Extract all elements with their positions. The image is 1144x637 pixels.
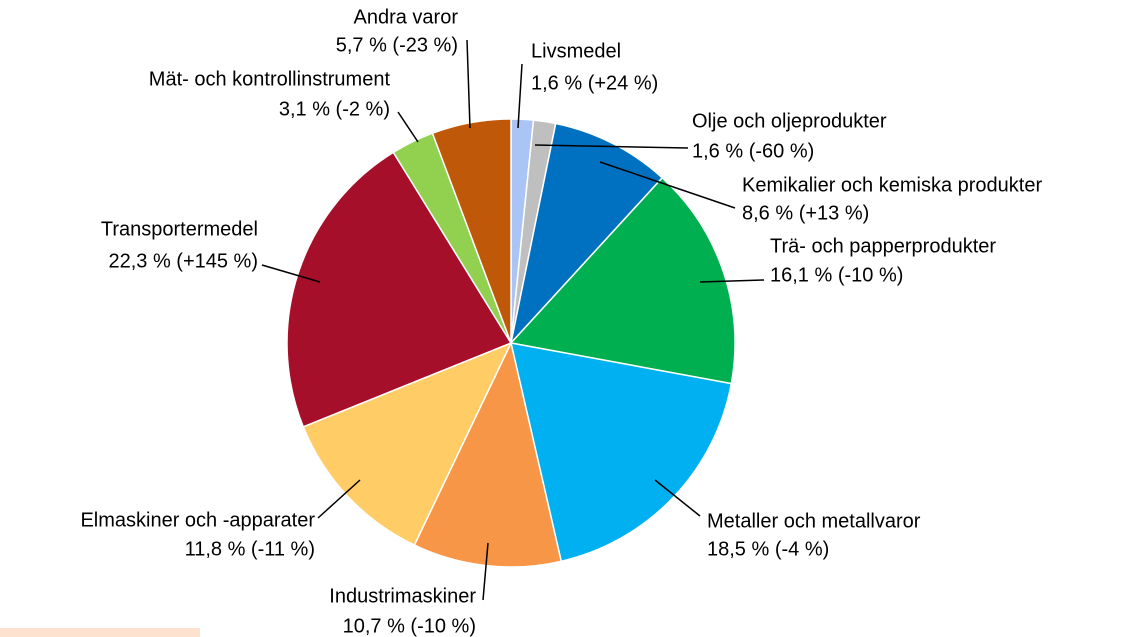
value-label: 1,6 % (-60 %) — [692, 140, 814, 162]
value-label: 22,3 % (+145 %) — [108, 250, 258, 272]
value-label: 18,5 % (-4 %) — [707, 538, 829, 560]
value-label: 10,7 % (-10 %) — [343, 615, 476, 637]
leader-line — [317, 479, 361, 519]
leader-line — [599, 161, 736, 209]
slice-label: Andra varor — [354, 6, 459, 28]
slice-label: Elmaskiner och -apparater — [80, 509, 315, 531]
pie-slice — [509, 122, 664, 346]
slice-label: Kemikalier och kemiska produkter — [742, 174, 1042, 196]
value-label: 16,1 % (-10 %) — [770, 264, 903, 286]
value-label: 3,1 % (-2 %) — [279, 98, 390, 120]
slice-label: Industrimaskiner — [329, 585, 476, 607]
slice-label: Transportermedel — [101, 218, 258, 240]
leader-line — [699, 279, 765, 283]
value-label: 11,8 % (-11 %) — [185, 538, 315, 560]
pie-slice — [286, 151, 513, 428]
decoration — [0, 628, 200, 637]
value-label: 8,6 % (+13 %) — [742, 202, 869, 224]
slice-label: Mät- och kontrollinstrument — [149, 68, 391, 90]
leader-line — [466, 39, 471, 129]
slice-label: Trä- och papperprodukter — [770, 235, 996, 257]
slice-label: Livsmedel — [531, 40, 621, 62]
value-label: 1,6 % (+24 %) — [531, 72, 658, 94]
slice-label: Metaller och metallvaror — [707, 510, 921, 532]
leader-line — [261, 264, 321, 283]
slice-label: Olje och oljeprodukter — [692, 110, 887, 132]
leader-line — [517, 63, 523, 129]
value-label: 5,7 % (-23 %) — [336, 34, 458, 56]
pie-slice — [302, 341, 513, 547]
pie-slice — [510, 342, 733, 563]
leader-line — [482, 542, 489, 601]
pie-slice — [509, 176, 736, 385]
leader-line — [654, 479, 701, 517]
leader-line — [534, 144, 689, 149]
leader-line — [397, 111, 419, 143]
pie-slice — [431, 118, 512, 344]
